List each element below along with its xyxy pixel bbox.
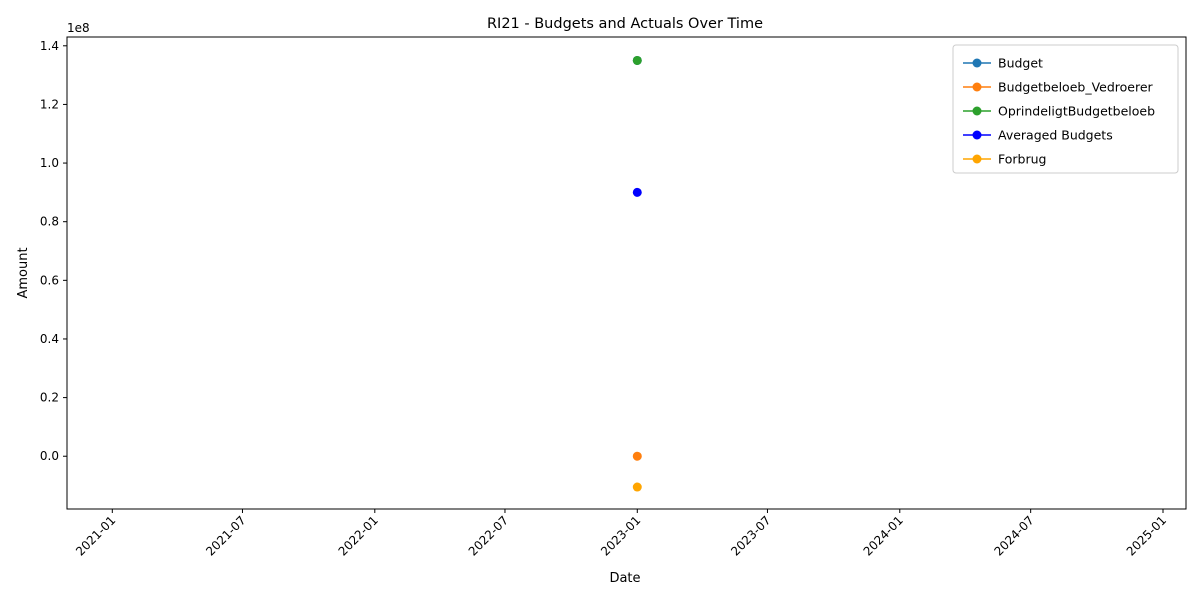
legend-item: Forbrug: [963, 152, 1046, 167]
legend-swatch-marker: [972, 130, 982, 140]
series-markers: [632, 55, 642, 492]
x-tick-label: 2021-07: [203, 513, 248, 558]
series-forbrug: [632, 482, 642, 492]
y-axis-label: Amount: [16, 247, 31, 298]
data-point: [632, 55, 642, 65]
legend: Budget Budgetbeloeb_Vedroerer OprindeligtB…: [952, 44, 1179, 174]
x-tick-label: 2025-01: [1124, 513, 1169, 558]
legend-swatch-marker: [972, 82, 982, 92]
legend-label: Forbrug: [998, 152, 1046, 167]
legend-label: OprindeligtBudgetbeloeb: [998, 104, 1155, 119]
series-averaged-budgets: [632, 187, 642, 197]
y-tick-label: 1.0: [40, 156, 59, 170]
legend-swatch-marker: [972, 106, 982, 116]
legend-label: Averaged Budgets: [998, 128, 1113, 143]
data-point: [632, 451, 642, 461]
chart-title: RI21 - Budgets and Actuals Over Time: [487, 16, 763, 32]
y-tick-label: 1.2: [40, 97, 59, 111]
y-tick-label: 0.8: [40, 215, 59, 229]
series-oprindeligtbudgetbeloeb: [632, 55, 642, 65]
x-axis-label: Date: [609, 571, 640, 586]
data-point: [632, 187, 642, 197]
series-budgetbeloeb-vedroerer: [632, 451, 642, 461]
y-tick-label: 0.6: [40, 273, 59, 287]
x-tick-label: 2022-07: [466, 513, 511, 558]
y-tick-label: 0.0: [40, 449, 59, 463]
x-tick-label: 2024-01: [861, 513, 906, 558]
legend-item: Averaged Budgets: [963, 128, 1113, 143]
x-tick-label: 2021-01: [73, 513, 118, 558]
y-tick-label: 1.4: [40, 39, 59, 53]
x-tick-label: 2023-01: [598, 513, 643, 558]
y-offset-label: 1e8: [67, 21, 90, 35]
data-point: [632, 482, 642, 492]
legend-box: [952, 44, 1179, 174]
legend-swatch-marker: [972, 58, 982, 68]
x-tick-label: 2024-07: [991, 513, 1036, 558]
legend-item: OprindeligtBudgetbeloeb: [963, 104, 1155, 119]
y-tick-label: 0.4: [40, 332, 59, 346]
legend-item: Budget: [963, 56, 1043, 71]
legend-swatch-marker: [972, 154, 982, 164]
legend-item: Budgetbeloeb_Vedroerer: [963, 80, 1154, 95]
legend-label: Budget: [998, 56, 1043, 71]
plot-frame: [66, 36, 1187, 510]
x-tick-label: 2023-07: [728, 513, 773, 558]
x-tick-label: 2022-01: [336, 513, 381, 558]
y-tick-label: 0.2: [40, 391, 59, 405]
legend-label: Budgetbeloeb_Vedroerer: [998, 80, 1154, 95]
